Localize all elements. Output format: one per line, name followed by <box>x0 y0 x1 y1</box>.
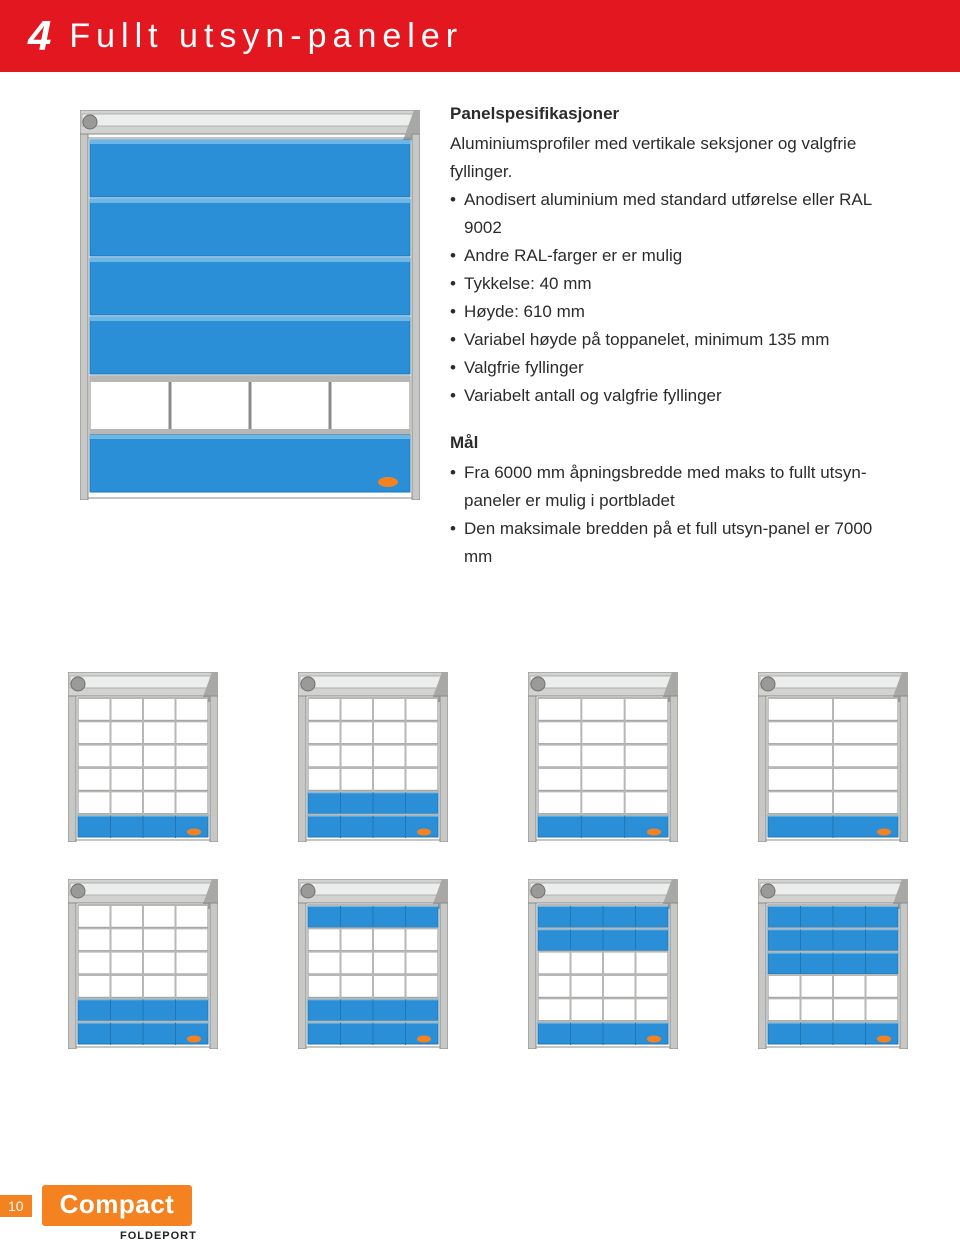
dims-list: Fra 6000 mm åpningsbredde med maks to fu… <box>450 459 880 571</box>
door-thumbnail <box>528 672 688 847</box>
door-thumbnail <box>528 879 688 1054</box>
specs-intro: Aluminiumsprofiler med vertikale seksjon… <box>450 130 880 186</box>
specs-item: Anodisert aluminium med standard utførel… <box>450 186 880 242</box>
specs-item: Variabel høyde på toppanelet, minimum 13… <box>450 326 880 354</box>
specs-item: Tykkelse: 40 mm <box>450 270 880 298</box>
dims-heading: Mål <box>450 429 880 457</box>
door-thumbnail <box>758 879 918 1054</box>
footer: 10 Compact <box>0 1185 192 1226</box>
brand-logo: Compact <box>42 1185 193 1226</box>
specs-list: Anodisert aluminium med standard utførel… <box>450 186 880 410</box>
section-number: 4 <box>28 12 51 60</box>
section-title: Fullt utsyn-paneler <box>69 17 463 56</box>
specs-item: Andre RAL-farger er er mulig <box>450 242 880 270</box>
specs-heading: Panelspesifikasjoner <box>450 100 880 128</box>
specs-item: Høyde: 610 mm <box>450 298 880 326</box>
text-column: Panelspesifikasjoner Aluminiumsprofiler … <box>450 100 880 589</box>
specs-item: Valgfrie fyllinger <box>450 354 880 382</box>
door-thumbnail-grid <box>68 672 898 1054</box>
page-number: 10 <box>0 1195 32 1217</box>
door-thumbnail <box>298 672 458 847</box>
door-thumbnail <box>298 879 458 1054</box>
header-bar: 4 Fullt utsyn-paneler <box>0 0 960 72</box>
main-content: Panelspesifikasjoner Aluminiumsprofiler … <box>0 100 960 589</box>
hero-door-illustration <box>80 110 420 589</box>
brand-subtitle: FOLDEPORT <box>120 1230 197 1242</box>
dims-item: Den maksimale bredden på et full utsyn-p… <box>450 515 880 571</box>
door-thumbnail <box>68 879 228 1054</box>
door-thumbnail <box>758 672 918 847</box>
door-thumbnail <box>68 672 228 847</box>
dims-item: Fra 6000 mm åpningsbredde med maks to fu… <box>450 459 880 515</box>
specs-item: Variabelt antall og valgfrie fyllinger <box>450 382 880 410</box>
